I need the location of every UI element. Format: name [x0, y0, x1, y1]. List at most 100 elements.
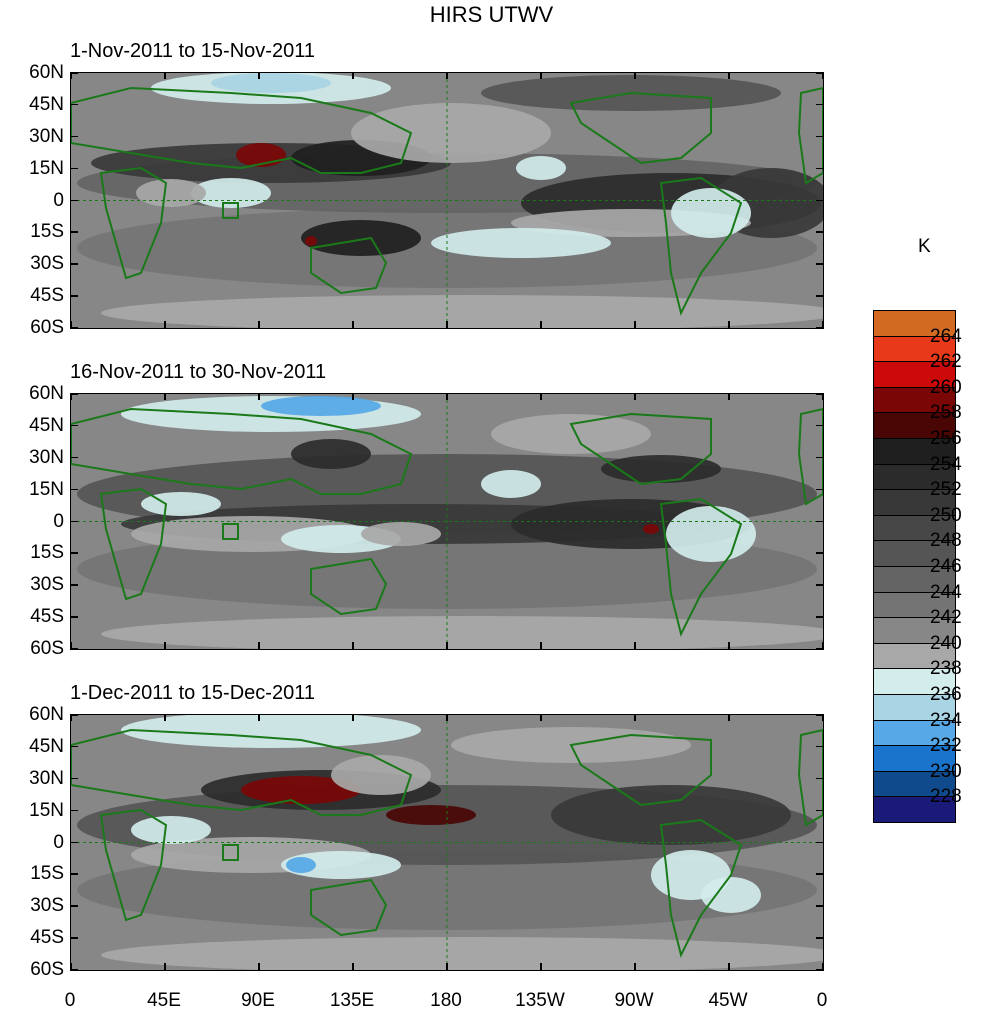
- field-contour: [101, 616, 823, 649]
- y-tick-label: 60N: [29, 704, 64, 725]
- x-tick-mark: [70, 714, 72, 721]
- y-tick-mark: [816, 72, 824, 74]
- x-tick-mark: [258, 72, 260, 79]
- x-tick-mark: [446, 72, 448, 79]
- field-contour: [305, 236, 317, 246]
- continent-outline: [569, 733, 712, 807]
- x-tick-mark: [446, 393, 448, 400]
- x-tick-mark: [728, 72, 730, 79]
- colorbar-label: 252: [930, 479, 962, 501]
- field-contour: [666, 506, 756, 562]
- continent-outline: [99, 487, 168, 601]
- field-contour: [361, 522, 441, 546]
- y-tick-mark: [70, 199, 78, 201]
- field-contour: [211, 73, 331, 93]
- colorbar-swatch: [873, 642, 956, 670]
- field-contour: [516, 156, 566, 180]
- x-tick-mark: [728, 642, 730, 649]
- x-tick-mark: [728, 393, 730, 400]
- y-tick-label: 45N: [29, 414, 64, 436]
- y-tick-label: 45N: [29, 735, 64, 757]
- y-tick-mark: [816, 295, 824, 297]
- x-tick-mark: [446, 642, 448, 649]
- x-tick-mark: [540, 714, 542, 721]
- y-tick-mark: [70, 937, 78, 939]
- field-contour: [281, 851, 401, 879]
- continent-outline: [797, 86, 823, 185]
- x-tick-mark: [70, 393, 72, 400]
- y-tick-mark: [816, 714, 824, 716]
- y-tick-mark: [816, 231, 824, 233]
- colorbar-label: 256: [930, 428, 962, 449]
- y-tick-label: 30N: [29, 125, 64, 147]
- x-tick-label: 135W: [515, 990, 565, 1011]
- y-tick-mark: [70, 714, 78, 716]
- x-tick-label: 90E: [241, 990, 275, 1011]
- y-tick-mark: [70, 488, 78, 491]
- field-contour: [351, 103, 551, 163]
- colorbar-label: 230: [930, 760, 962, 782]
- y-tick-label: 60S: [30, 959, 64, 980]
- y-tick-mark: [70, 584, 78, 586]
- field-contour: [671, 188, 751, 238]
- y-tick-label: 60N: [29, 62, 64, 83]
- x-tick-label: 0: [816, 990, 828, 1011]
- field-contour: [491, 414, 651, 454]
- continent-outline: [797, 407, 823, 506]
- y-tick-mark: [70, 72, 78, 74]
- continent-outline: [310, 557, 388, 616]
- x-tick-mark: [164, 642, 166, 649]
- y-tick-mark: [816, 167, 824, 170]
- y-tick-label: 45S: [30, 285, 64, 307]
- y-tick-label: 15N: [29, 157, 64, 179]
- x-tick-mark: [164, 963, 166, 970]
- x-tick-label: 135E: [329, 990, 375, 1011]
- y-tick-mark: [70, 745, 78, 748]
- x-tick-mark: [728, 321, 730, 328]
- field-contour: [291, 439, 371, 469]
- map-panel-2: [70, 393, 824, 650]
- colorbar-label: 232: [930, 735, 962, 757]
- x-tick-mark: [822, 963, 824, 970]
- x-tick-mark: [164, 714, 166, 721]
- y-tick-mark: [816, 969, 824, 971]
- x-tick-mark: [258, 321, 260, 328]
- y-tick-mark: [816, 905, 824, 907]
- y-tick-mark: [816, 841, 824, 843]
- x-tick-mark: [540, 321, 542, 328]
- colorbar-swatch: [873, 745, 956, 772]
- y-tick-label: 0: [53, 831, 64, 853]
- y-tick-label: 60S: [30, 317, 64, 338]
- x-tick-mark: [258, 393, 260, 400]
- field-contour: [643, 524, 659, 534]
- y-tick-mark: [816, 393, 824, 395]
- y-tick-mark: [816, 456, 824, 459]
- colorbar-label: 236: [930, 684, 962, 705]
- colorbar-label: 260: [930, 376, 962, 398]
- colorbar-label: 264: [930, 325, 962, 347]
- colorbar-label: 262: [930, 351, 962, 373]
- x-tick-mark: [352, 714, 354, 721]
- x-tick-mark: [446, 963, 448, 970]
- y-tick-mark: [816, 199, 824, 201]
- continent-outline: [99, 808, 168, 922]
- colorbar-swatch: [873, 694, 956, 721]
- y-tick-mark: [70, 552, 78, 554]
- x-tick-mark: [258, 642, 260, 649]
- colorbar-label: 238: [930, 658, 962, 680]
- field-contour: [131, 816, 211, 844]
- continent-outline: [569, 412, 712, 486]
- field-contour: [261, 396, 381, 416]
- x-tick-mark: [352, 72, 354, 79]
- x-tick-mark: [822, 642, 824, 649]
- x-tick-mark: [822, 714, 824, 721]
- y-tick-mark: [70, 905, 78, 907]
- region-box: [222, 202, 239, 219]
- x-tick-mark: [822, 321, 824, 328]
- y-tick-mark: [816, 552, 824, 554]
- field-contour: [241, 776, 361, 804]
- x-tick-mark: [540, 642, 542, 649]
- y-tick-label: 30S: [30, 253, 64, 275]
- x-tick-mark: [70, 321, 72, 328]
- y-tick-label: 30S: [30, 895, 64, 917]
